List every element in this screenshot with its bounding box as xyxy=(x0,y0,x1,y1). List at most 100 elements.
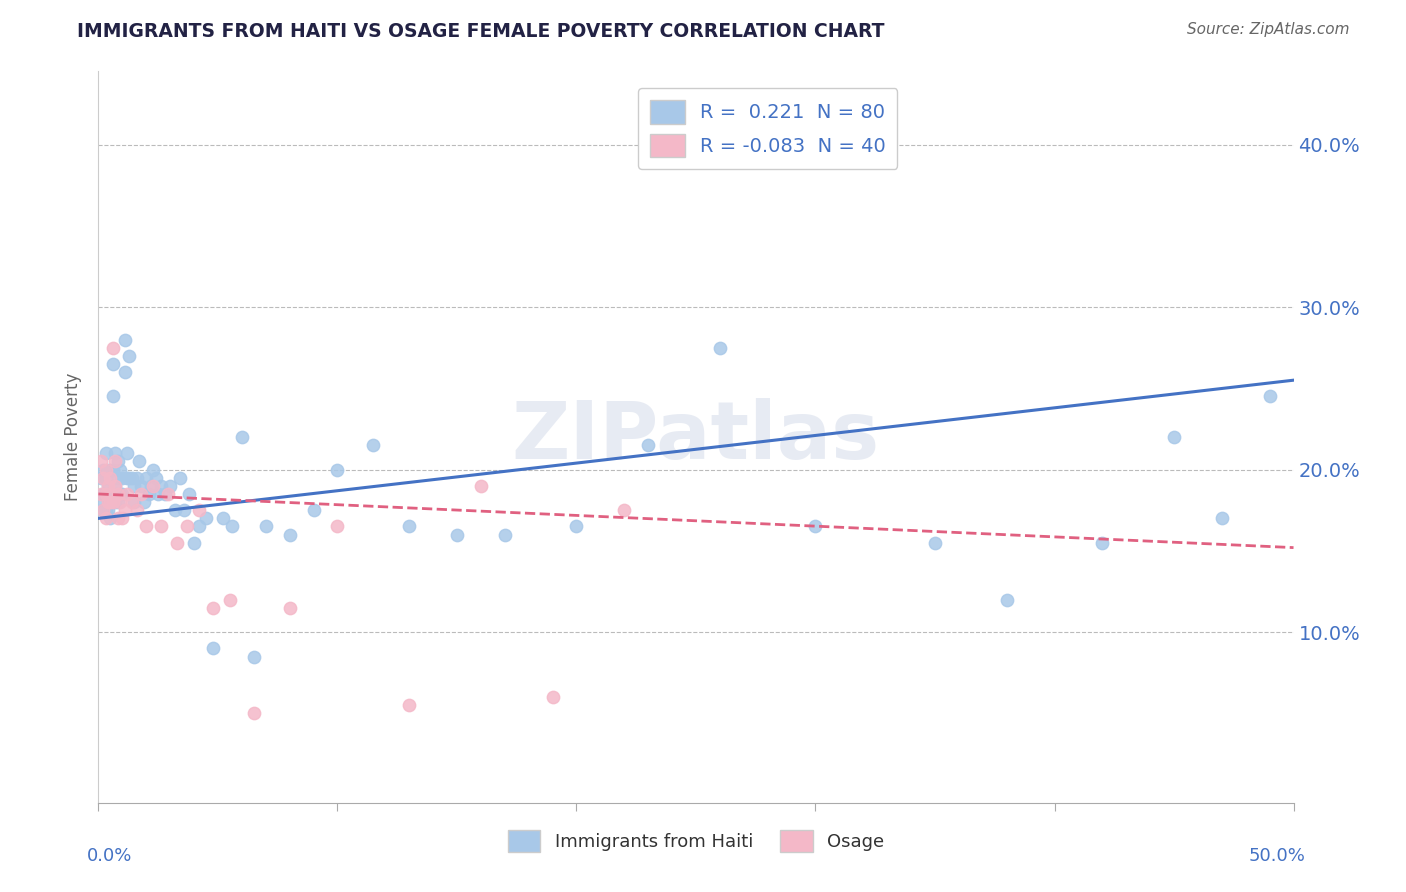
Text: IMMIGRANTS FROM HAITI VS OSAGE FEMALE POVERTY CORRELATION CHART: IMMIGRANTS FROM HAITI VS OSAGE FEMALE PO… xyxy=(77,22,884,41)
Point xyxy=(211,511,233,525)
Point xyxy=(91,487,114,501)
Point xyxy=(446,527,468,541)
Point xyxy=(115,471,138,485)
Point xyxy=(995,592,1018,607)
Point xyxy=(169,471,191,485)
Point xyxy=(132,495,155,509)
Point xyxy=(135,519,157,533)
Legend: Immigrants from Haiti, Osage: Immigrants from Haiti, Osage xyxy=(501,823,891,860)
Point xyxy=(104,495,127,509)
Text: 50.0%: 50.0% xyxy=(1249,847,1306,864)
Point xyxy=(326,519,349,533)
Point xyxy=(98,462,122,476)
Point xyxy=(90,471,112,485)
Point xyxy=(107,471,129,485)
Point xyxy=(98,471,122,485)
Text: 0.0%: 0.0% xyxy=(87,847,132,864)
Point xyxy=(101,462,124,476)
Point xyxy=(108,462,131,476)
Point xyxy=(924,535,946,549)
Point xyxy=(541,690,564,705)
Point xyxy=(149,479,172,493)
Point xyxy=(163,503,186,517)
Point xyxy=(231,430,253,444)
Point xyxy=(243,649,266,664)
Point xyxy=(108,495,131,509)
Point xyxy=(195,511,218,525)
Point xyxy=(101,495,124,509)
Point xyxy=(124,495,146,509)
Point xyxy=(1091,535,1114,549)
Point xyxy=(494,527,516,541)
Point xyxy=(101,341,124,355)
Point xyxy=(107,487,129,501)
Point xyxy=(97,495,120,509)
Point xyxy=(94,487,117,501)
Point xyxy=(363,438,385,452)
Point xyxy=(470,479,492,493)
Point xyxy=(111,471,134,485)
Point xyxy=(398,698,420,713)
Point xyxy=(1258,389,1281,403)
Point xyxy=(115,487,138,501)
Point xyxy=(202,641,225,656)
Point xyxy=(179,487,201,501)
Point xyxy=(90,454,112,468)
Point xyxy=(278,527,301,541)
Point xyxy=(97,479,120,493)
Point xyxy=(149,519,172,533)
Point xyxy=(90,495,112,509)
Point xyxy=(142,479,165,493)
Point xyxy=(155,487,177,501)
Point xyxy=(1211,511,1233,525)
Point xyxy=(107,454,129,468)
Point xyxy=(125,471,148,485)
Text: Source: ZipAtlas.com: Source: ZipAtlas.com xyxy=(1187,22,1350,37)
Point xyxy=(107,511,129,525)
Point xyxy=(125,503,148,517)
Point xyxy=(115,446,138,460)
Point xyxy=(219,592,242,607)
Point xyxy=(183,535,205,549)
Point xyxy=(107,495,129,509)
Point xyxy=(98,495,122,509)
Point xyxy=(104,446,127,460)
Point xyxy=(94,503,117,517)
Point xyxy=(94,487,117,501)
Point xyxy=(278,600,301,615)
Point xyxy=(139,479,162,493)
Point xyxy=(91,503,114,517)
Point xyxy=(148,487,170,501)
Point xyxy=(97,462,120,476)
Point xyxy=(173,503,195,517)
Point xyxy=(398,519,420,533)
Point xyxy=(91,462,114,476)
Point xyxy=(111,511,134,525)
Text: ZIPatlas: ZIPatlas xyxy=(512,398,880,476)
Point xyxy=(97,503,120,517)
Point xyxy=(101,357,124,371)
Point xyxy=(187,519,209,533)
Point xyxy=(121,495,143,509)
Point xyxy=(243,706,266,721)
Point xyxy=(1163,430,1185,444)
Point xyxy=(202,600,225,615)
Point xyxy=(142,462,165,476)
Point xyxy=(187,503,209,517)
Point xyxy=(613,503,636,517)
Point xyxy=(131,487,153,501)
Point xyxy=(94,462,117,476)
Point xyxy=(108,487,131,501)
Point xyxy=(302,503,325,517)
Point xyxy=(114,365,136,379)
Point xyxy=(637,438,659,452)
Point xyxy=(254,519,277,533)
Point xyxy=(94,471,117,485)
Point xyxy=(90,487,112,501)
Point xyxy=(145,471,167,485)
Point xyxy=(326,462,349,476)
Point xyxy=(138,487,160,501)
Point xyxy=(804,519,827,533)
Point xyxy=(114,503,136,517)
Point xyxy=(176,519,198,533)
